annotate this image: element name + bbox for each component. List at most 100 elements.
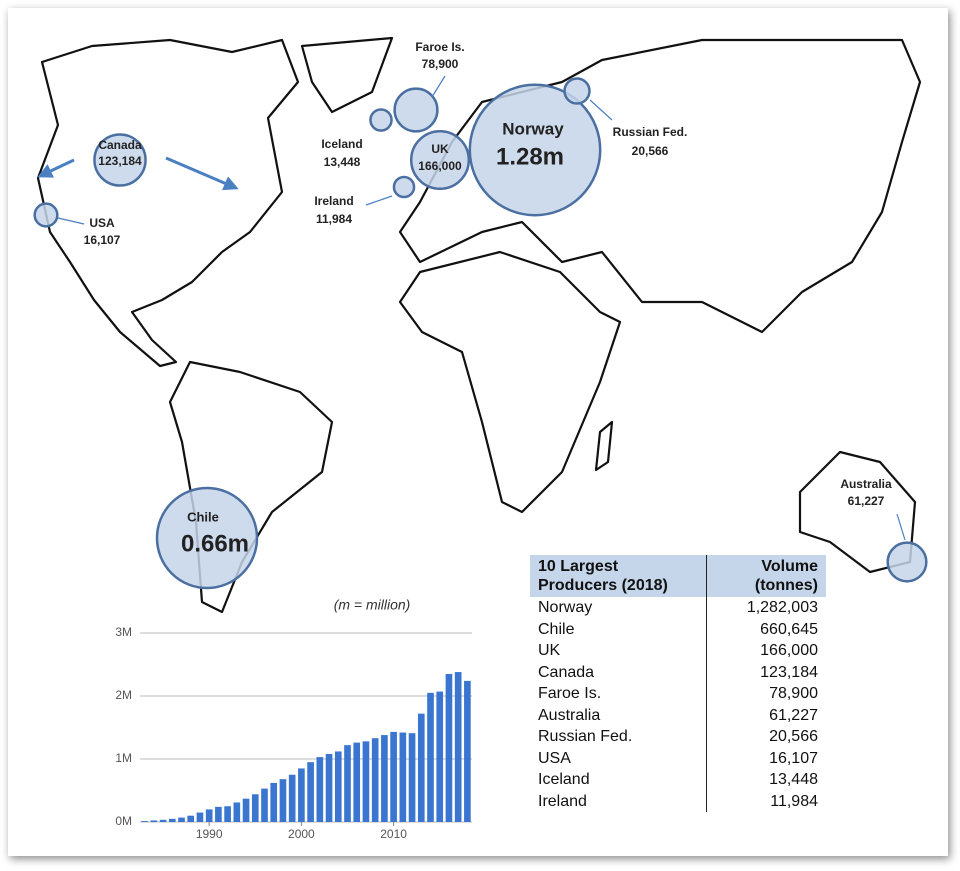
country-cell: Ireland — [530, 790, 707, 812]
x-tick-label: 1990 — [196, 827, 223, 841]
bubble-name: Norway — [502, 119, 564, 138]
bubble-value: 16,107 — [84, 233, 121, 247]
bubble-name: USA — [89, 216, 115, 230]
bar — [159, 819, 167, 822]
arrow — [37, 158, 75, 178]
bubble-value: 61,227 — [848, 494, 885, 508]
bubble-value: 11,984 — [316, 212, 352, 226]
leader-line — [589, 99, 613, 121]
leader-line — [365, 195, 393, 206]
bar — [362, 741, 370, 822]
bar — [464, 680, 471, 822]
bar — [242, 798, 250, 822]
table-header: 10 Largest Producers (2018) — [530, 555, 707, 597]
bubble-value: 166,000 — [418, 159, 462, 173]
bar — [399, 732, 407, 822]
y-tick-label: 1M — [115, 751, 132, 765]
bar — [334, 751, 342, 822]
volume-cell: 166,000 — [760, 642, 818, 659]
y-tick-label: 3M — [115, 625, 132, 639]
table-row: Canada 123,184 — [530, 661, 826, 683]
x-tick-label: 2000 — [288, 827, 315, 841]
volume-cell: 11,984 — [770, 792, 818, 810]
bar — [261, 788, 268, 822]
bubble — [155, 486, 259, 590]
volume-cell: 13,448 — [769, 771, 818, 788]
bubble-name: Chile — [187, 509, 219, 524]
volume-cell: 78,900 — [769, 685, 818, 702]
bubble-name: Faroe Is. — [415, 40, 464, 54]
bubble-value: 13,448 — [324, 155, 361, 169]
bar — [298, 768, 305, 822]
leader-line — [57, 217, 85, 225]
bar — [417, 713, 425, 822]
bubble — [409, 129, 471, 191]
bar — [251, 794, 259, 822]
bubble — [392, 175, 416, 199]
bar — [215, 806, 222, 822]
arrow — [165, 156, 239, 191]
table-row: USA 16,107 — [530, 747, 826, 769]
bubble — [33, 202, 59, 228]
bar — [205, 809, 213, 822]
africa — [398, 250, 622, 514]
volume-cell: 20,566 — [769, 728, 818, 745]
y-tick-label: 2M — [115, 688, 132, 702]
table-row: Iceland 13,448 — [530, 769, 826, 791]
bubble — [563, 77, 591, 105]
bubble — [886, 541, 928, 583]
bubble-name: UK — [431, 142, 449, 156]
bar — [353, 742, 361, 822]
bar — [371, 738, 379, 822]
bubble-name: Ireland — [314, 194, 353, 208]
bar — [150, 820, 158, 822]
x-tick-label: 2010 — [380, 827, 407, 841]
bar — [454, 672, 462, 822]
country-cell: USA — [530, 747, 707, 769]
country-cell: Chile — [530, 618, 707, 640]
bubble-value: 20,566 — [632, 144, 669, 158]
volume-cell: 123,184 — [760, 663, 818, 681]
table-row: Faroe Is. 78,900 — [530, 683, 826, 705]
bar — [279, 779, 287, 822]
country-cell: Canada — [530, 661, 707, 683]
table-row: Norway 1,282,003 — [530, 597, 826, 619]
country-cell: Russian Fed. — [530, 726, 707, 748]
greenland — [300, 36, 394, 114]
volume-cell: 660,645 — [760, 620, 818, 638]
bar — [408, 733, 416, 822]
bar — [141, 821, 148, 822]
bar — [381, 735, 388, 822]
continents — [36, 36, 922, 614]
bar — [307, 762, 314, 822]
table-row: Russian Fed. 20,566 — [530, 726, 826, 748]
bubble-value: 1.28m — [496, 143, 564, 170]
bar — [270, 782, 278, 822]
bar — [168, 818, 176, 822]
bubble — [393, 87, 439, 133]
volume-cell: 1,282,003 — [746, 599, 818, 616]
bubble-value: 123,184 — [98, 154, 142, 168]
country-cell: Iceland — [530, 769, 707, 791]
bubble-value: 78,900 — [422, 57, 459, 71]
bar — [436, 691, 444, 822]
y-tick-label: 0M — [115, 814, 132, 828]
bar — [187, 815, 195, 822]
bar — [390, 731, 397, 822]
volume-cell: 16,107 — [769, 749, 818, 767]
country-cell: Faroe Is. — [530, 683, 707, 705]
bubble-name: Russian Fed. — [613, 125, 688, 139]
bar — [178, 817, 185, 822]
bar — [233, 802, 241, 822]
bar — [316, 757, 324, 822]
table-row: Australia 61,227 — [530, 704, 826, 726]
producers-table: 10 Largest Producers (2018) Volume (tonn… — [530, 555, 826, 812]
bar — [288, 774, 296, 822]
bubble — [93, 133, 147, 187]
madagascar — [594, 420, 614, 472]
bubble-value: 0.66m — [181, 530, 249, 557]
leader-line — [896, 513, 906, 541]
table-row: Ireland 11,984 — [530, 790, 826, 812]
country-cell: UK — [530, 640, 707, 662]
